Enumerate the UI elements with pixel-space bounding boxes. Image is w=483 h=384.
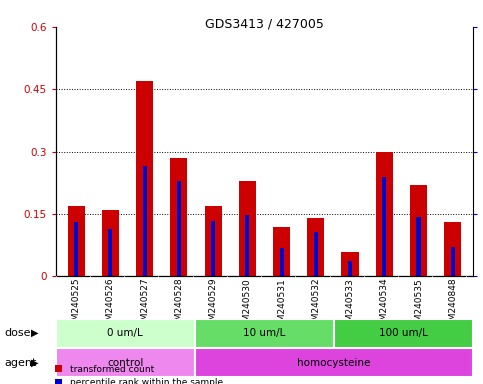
Bar [68, 206, 85, 276]
Bar [204, 206, 222, 276]
Bar [416, 217, 421, 276]
Bar [102, 210, 119, 276]
Bar [142, 166, 147, 276]
Legend: transformed count, percentile rank within the sample: transformed count, percentile rank withi… [55, 365, 223, 384]
Bar [307, 218, 325, 276]
Bar [56, 348, 195, 377]
Text: 100 um/L: 100 um/L [379, 328, 428, 338]
Text: 10 um/L: 10 um/L [243, 328, 285, 338]
Bar [239, 181, 256, 276]
Bar [341, 252, 358, 276]
Bar [451, 247, 455, 276]
Text: 0 um/L: 0 um/L [107, 328, 143, 338]
Bar [314, 232, 318, 276]
Bar [245, 215, 249, 276]
Bar [56, 276, 473, 384]
Bar [382, 177, 386, 276]
Text: homocysteine: homocysteine [298, 358, 371, 368]
Text: ▶: ▶ [31, 328, 39, 338]
Text: agent: agent [5, 358, 37, 368]
Bar [74, 222, 78, 276]
Bar [376, 152, 393, 276]
Text: dose: dose [5, 328, 31, 338]
Bar [211, 221, 215, 276]
Bar [273, 227, 290, 276]
Bar [410, 185, 427, 276]
Bar [136, 81, 153, 276]
Text: control: control [107, 358, 143, 368]
Bar [334, 319, 473, 348]
Bar [280, 248, 284, 276]
Bar [177, 181, 181, 276]
Bar [348, 261, 352, 276]
Bar [108, 228, 113, 276]
Bar [444, 222, 461, 276]
Bar [195, 319, 334, 348]
Text: GDS3413 / 427005: GDS3413 / 427005 [205, 17, 324, 30]
Bar [195, 348, 473, 377]
Bar [56, 319, 195, 348]
Bar [170, 158, 187, 276]
Text: ▶: ▶ [31, 358, 39, 368]
